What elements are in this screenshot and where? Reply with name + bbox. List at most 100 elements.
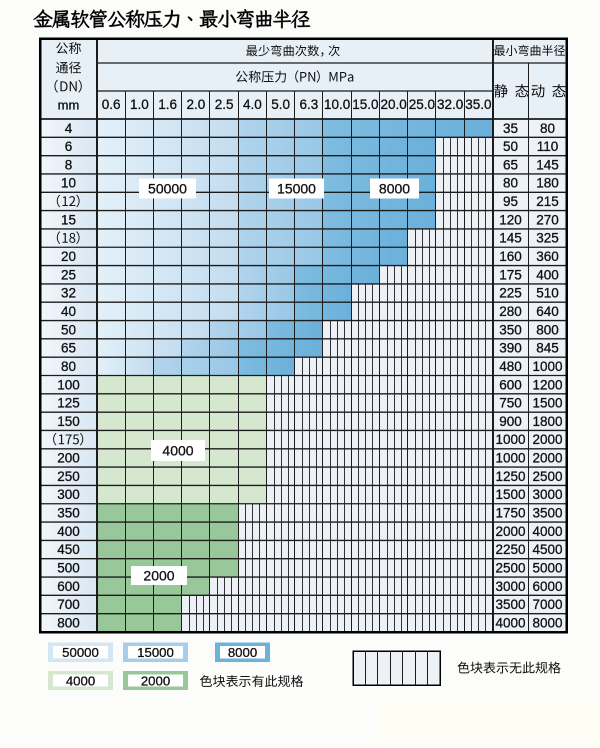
svg-text:2000: 2000 [532, 432, 562, 447]
svg-text:6: 6 [65, 139, 73, 154]
svg-text:1000: 1000 [495, 432, 525, 447]
svg-text:2000: 2000 [495, 524, 525, 539]
svg-text:125: 125 [57, 396, 80, 411]
svg-text:215: 215 [536, 194, 559, 209]
svg-text:8000: 8000 [228, 645, 257, 660]
svg-text:4000: 4000 [495, 615, 525, 630]
svg-text:20: 20 [61, 249, 76, 264]
svg-text:1750: 1750 [495, 506, 525, 521]
svg-text:80: 80 [61, 359, 76, 374]
svg-text:mm: mm [58, 98, 80, 113]
svg-text:0.6: 0.6 [102, 97, 121, 112]
svg-text:120: 120 [499, 212, 522, 227]
svg-text:1500: 1500 [495, 487, 525, 502]
svg-text:1000: 1000 [532, 359, 562, 374]
svg-text:10.0: 10.0 [324, 97, 350, 112]
svg-text:80: 80 [503, 176, 518, 191]
svg-text:400: 400 [57, 524, 80, 539]
svg-text:5000: 5000 [532, 561, 562, 576]
svg-text:500: 500 [57, 561, 80, 576]
svg-text:800: 800 [536, 322, 559, 337]
svg-text:350: 350 [499, 322, 522, 337]
svg-text:180: 180 [536, 176, 559, 191]
svg-text:750: 750 [499, 396, 522, 411]
svg-text:15: 15 [61, 212, 76, 227]
svg-text:325: 325 [536, 231, 559, 246]
svg-text:65: 65 [61, 341, 76, 356]
svg-text:1500: 1500 [532, 396, 562, 411]
svg-text:510: 510 [536, 286, 559, 301]
svg-text:50000: 50000 [148, 181, 187, 197]
svg-text:145: 145 [499, 231, 522, 246]
svg-text:80: 80 [540, 121, 555, 136]
svg-text:25.0: 25.0 [409, 97, 435, 112]
svg-text:8: 8 [65, 157, 73, 172]
svg-text:7000: 7000 [532, 597, 562, 612]
svg-text:65: 65 [503, 157, 518, 172]
svg-text:20.0: 20.0 [380, 97, 406, 112]
svg-text:1000: 1000 [495, 451, 525, 466]
svg-text:400: 400 [536, 267, 559, 282]
svg-text:3000: 3000 [532, 487, 562, 502]
svg-text:2500: 2500 [532, 469, 562, 484]
svg-text:250: 250 [57, 469, 80, 484]
svg-text:2250: 2250 [495, 542, 525, 557]
svg-text:15.0: 15.0 [352, 97, 378, 112]
svg-text:450: 450 [57, 542, 80, 557]
svg-text:50: 50 [61, 322, 76, 337]
svg-text:800: 800 [57, 615, 80, 630]
svg-text:25: 25 [61, 267, 76, 282]
svg-text:900: 900 [499, 414, 522, 429]
svg-text:2000: 2000 [141, 673, 170, 688]
svg-text:845: 845 [536, 341, 559, 356]
svg-text:4000: 4000 [162, 443, 193, 459]
svg-text:4000: 4000 [532, 524, 562, 539]
svg-text:160: 160 [499, 249, 522, 264]
svg-text:1250: 1250 [495, 469, 525, 484]
svg-text:50: 50 [503, 139, 518, 154]
svg-text:1800: 1800 [532, 414, 562, 429]
svg-text:6.3: 6.3 [300, 97, 319, 112]
svg-text:32: 32 [61, 286, 76, 301]
svg-text:3500: 3500 [495, 597, 525, 612]
svg-text:110: 110 [537, 139, 559, 154]
svg-text:8000: 8000 [379, 181, 410, 197]
svg-text:35: 35 [503, 121, 518, 136]
svg-text:600: 600 [499, 377, 522, 392]
svg-text:4: 4 [65, 121, 73, 136]
svg-text:3000: 3000 [495, 579, 525, 594]
svg-text:390: 390 [499, 341, 522, 356]
svg-text:1.0: 1.0 [130, 97, 149, 112]
svg-text:600: 600 [57, 579, 80, 594]
svg-text:2.5: 2.5 [215, 97, 234, 112]
svg-text:480: 480 [499, 359, 522, 374]
svg-text:100: 100 [57, 377, 80, 392]
svg-text:5.0: 5.0 [271, 97, 290, 112]
svg-text:2.0: 2.0 [187, 97, 206, 112]
svg-text:360: 360 [536, 249, 559, 264]
svg-text:4000: 4000 [66, 673, 95, 688]
svg-text:3500: 3500 [532, 506, 562, 521]
svg-text:15000: 15000 [137, 645, 174, 660]
svg-text:4500: 4500 [532, 542, 562, 557]
svg-text:700: 700 [57, 597, 80, 612]
svg-text:350: 350 [57, 506, 80, 521]
svg-text:175: 175 [499, 267, 522, 282]
svg-text:40: 40 [61, 304, 76, 319]
svg-text:10: 10 [61, 176, 76, 191]
svg-text:8000: 8000 [532, 615, 562, 630]
svg-text:50000: 50000 [62, 645, 99, 660]
svg-text:280: 280 [499, 304, 522, 319]
svg-text:35.0: 35.0 [465, 97, 491, 112]
svg-text:200: 200 [57, 451, 80, 466]
svg-text:640: 640 [536, 304, 559, 319]
svg-text:2000: 2000 [532, 451, 562, 466]
svg-text:1.6: 1.6 [158, 97, 177, 112]
svg-text:150: 150 [57, 414, 80, 429]
svg-text:2500: 2500 [495, 561, 525, 576]
svg-text:145: 145 [536, 157, 559, 172]
svg-text:270: 270 [536, 212, 559, 227]
svg-text:300: 300 [57, 487, 80, 502]
svg-text:225: 225 [499, 286, 522, 301]
svg-text:32.0: 32.0 [437, 97, 463, 112]
